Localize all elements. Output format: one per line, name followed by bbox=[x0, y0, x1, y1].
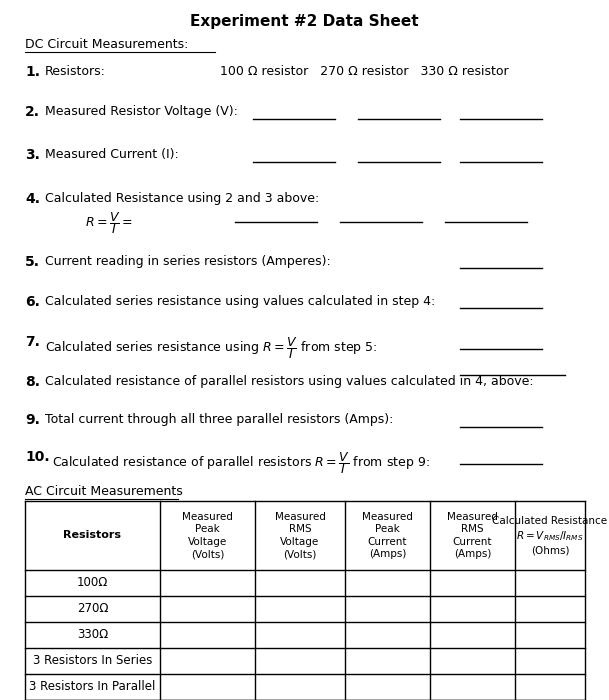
Text: Total current through all three parallel resistors (Amps):: Total current through all three parallel… bbox=[45, 413, 393, 426]
Text: 4.: 4. bbox=[25, 192, 40, 206]
Text: 10.: 10. bbox=[25, 450, 49, 464]
Text: Measured Resistor Voltage (V):: Measured Resistor Voltage (V): bbox=[45, 105, 238, 118]
Text: 3.: 3. bbox=[25, 148, 40, 162]
Text: 5.: 5. bbox=[25, 255, 40, 269]
Text: 1.: 1. bbox=[25, 65, 40, 79]
Text: Calculated series resistance using $R = \dfrac{V}{I}$ from step 5:: Calculated series resistance using $R = … bbox=[45, 335, 377, 361]
Text: Calculated series resistance using values calculated in step 4:: Calculated series resistance using value… bbox=[45, 295, 435, 308]
Text: 8.: 8. bbox=[25, 375, 40, 389]
Text: 6.: 6. bbox=[25, 295, 40, 309]
Text: 7.: 7. bbox=[25, 335, 40, 349]
Text: Experiment #2 Data Sheet: Experiment #2 Data Sheet bbox=[189, 14, 418, 29]
Text: Measured
Peak
Current
(Amps): Measured Peak Current (Amps) bbox=[362, 512, 413, 559]
Text: 3 Resistors In Series: 3 Resistors In Series bbox=[33, 654, 152, 668]
Text: 3 Resistors In Parallel: 3 Resistors In Parallel bbox=[29, 680, 156, 694]
Text: Measured
Peak
Voltage
(Volts): Measured Peak Voltage (Volts) bbox=[182, 512, 233, 559]
Text: Calculated Resistance using 2 and 3 above:: Calculated Resistance using 2 and 3 abov… bbox=[45, 192, 319, 205]
Text: Resistors:: Resistors: bbox=[45, 65, 106, 78]
Text: 330Ω: 330Ω bbox=[77, 629, 108, 641]
Text: 100Ω: 100Ω bbox=[77, 577, 108, 589]
Text: Measured Current (I):: Measured Current (I): bbox=[45, 148, 179, 161]
Text: $R = \dfrac{V}{I} =$: $R = \dfrac{V}{I} =$ bbox=[85, 210, 133, 236]
Text: 100 Ω resistor   270 Ω resistor   330 Ω resistor: 100 Ω resistor 270 Ω resistor 330 Ω resi… bbox=[220, 65, 509, 78]
Text: 9.: 9. bbox=[25, 413, 40, 427]
Text: Resistors: Resistors bbox=[63, 531, 122, 540]
Text: Measured
RMS
Current
(Amps): Measured RMS Current (Amps) bbox=[447, 512, 498, 559]
Text: 2.: 2. bbox=[25, 105, 40, 119]
Text: Calculated Resistance
$R = V_{RMS}/I_{RMS}$
(Ohms): Calculated Resistance $R = V_{RMS}/I_{RM… bbox=[493, 516, 608, 555]
Text: Measured
RMS
Voltage
(Volts): Measured RMS Voltage (Volts) bbox=[275, 512, 325, 559]
Text: AC Circuit Measurements: AC Circuit Measurements bbox=[25, 485, 183, 498]
Text: DC Circuit Measurements:: DC Circuit Measurements: bbox=[25, 38, 188, 51]
Text: Calculated resistance of parallel resistors $R = \dfrac{V}{I}$ from step 9:: Calculated resistance of parallel resist… bbox=[52, 450, 430, 476]
Text: 270Ω: 270Ω bbox=[77, 603, 108, 615]
Text: Calculated resistance of parallel resistors using values calculated in 4, above:: Calculated resistance of parallel resist… bbox=[45, 375, 533, 388]
Text: Current reading in series resistors (Amperes):: Current reading in series resistors (Amp… bbox=[45, 255, 331, 268]
